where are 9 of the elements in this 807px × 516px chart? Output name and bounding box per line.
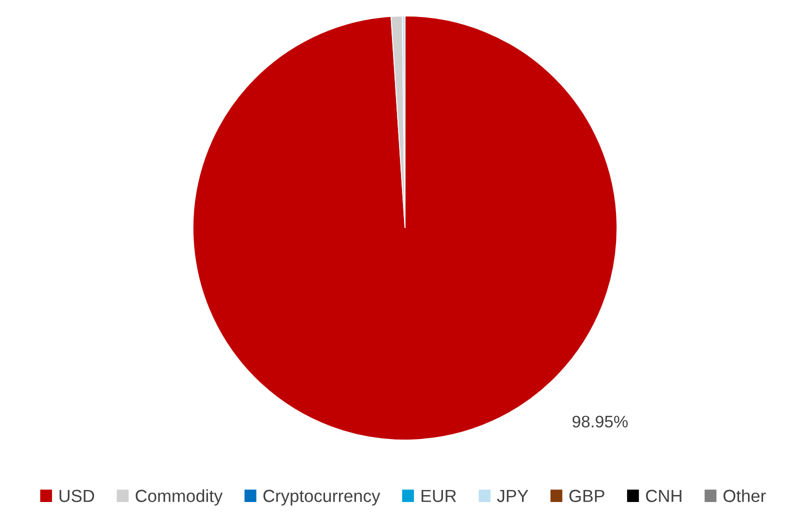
legend-label: Commodity bbox=[136, 489, 223, 506]
legend-label: JPY bbox=[497, 490, 528, 502]
legend-label: CNH bbox=[646, 490, 682, 502]
legend-label: Cryptocurrency bbox=[263, 490, 380, 506]
legend-label: USD bbox=[60, 490, 94, 502]
data-label: 98.95% bbox=[572, 416, 628, 428]
legend-label: Other bbox=[724, 489, 766, 502]
legend-label: GBP bbox=[569, 490, 604, 502]
legend-label: EUR bbox=[422, 490, 456, 502]
